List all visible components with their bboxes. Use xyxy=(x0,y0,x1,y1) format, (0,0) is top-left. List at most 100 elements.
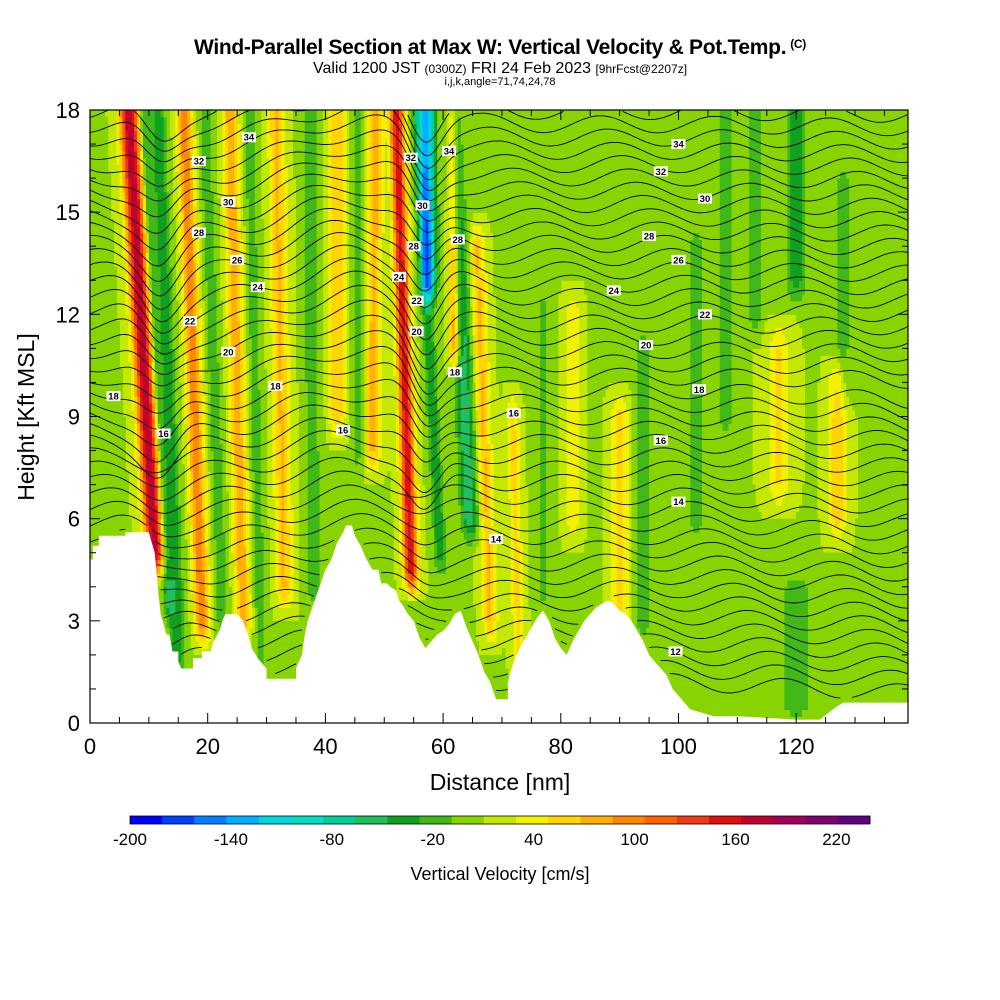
velocity-cell xyxy=(784,702,809,710)
velocity-cell xyxy=(787,239,791,247)
velocity-cell xyxy=(245,287,250,295)
velocity-cell xyxy=(231,430,235,438)
velocity-cell xyxy=(366,375,371,383)
velocity-cell xyxy=(457,253,462,261)
velocity-cell xyxy=(251,348,259,356)
velocity-cell xyxy=(393,341,397,349)
velocity-cell xyxy=(631,607,638,615)
velocity-cell xyxy=(90,436,126,445)
velocity-cell xyxy=(172,341,179,349)
velocity-cell xyxy=(216,273,220,281)
velocity-cell xyxy=(760,300,838,309)
velocity-cell xyxy=(187,382,191,390)
velocity-cell xyxy=(546,362,559,370)
velocity-cell xyxy=(184,232,194,240)
velocity-cell xyxy=(354,246,362,254)
velocity-cell xyxy=(201,280,209,288)
velocity-cell xyxy=(622,518,630,527)
title-text: Wind-Parallel Section at Max W: Vertical… xyxy=(194,36,787,59)
velocity-cell xyxy=(437,300,444,309)
velocity-cell xyxy=(610,586,618,595)
velocity-cell xyxy=(416,498,421,506)
velocity-cell xyxy=(148,253,159,261)
velocity-cell xyxy=(369,457,376,465)
velocity-cell xyxy=(760,219,788,227)
velocity-cell xyxy=(331,321,344,329)
velocity-cell xyxy=(413,518,418,527)
velocity-cell xyxy=(331,219,344,227)
velocity-cell xyxy=(143,477,147,486)
velocity-cell xyxy=(463,518,468,527)
velocity-cell xyxy=(472,484,476,492)
velocity-cell xyxy=(769,382,777,390)
velocity-cell xyxy=(193,280,197,288)
velocity-cell xyxy=(187,273,194,281)
velocity-cell xyxy=(828,464,833,472)
velocity-cell xyxy=(128,232,132,240)
velocity-cell xyxy=(431,464,441,472)
velocity-cell xyxy=(207,314,218,322)
velocity-cell xyxy=(396,382,400,390)
velocity-cell xyxy=(808,661,908,670)
velocity-cell xyxy=(90,382,123,390)
velocity-cell xyxy=(195,273,200,281)
velocity-cell xyxy=(407,321,412,329)
velocity-cell xyxy=(272,362,276,370)
velocity-cell xyxy=(375,396,379,404)
velocity-cell xyxy=(181,198,185,206)
velocity-cell xyxy=(90,409,123,418)
velocity-cell xyxy=(154,348,162,356)
velocity-cell xyxy=(472,382,476,390)
velocity-cell xyxy=(481,457,485,465)
velocity-cell xyxy=(298,436,309,445)
velocity-cell xyxy=(125,232,129,240)
velocity-cell xyxy=(802,334,838,343)
velocity-cell xyxy=(175,600,182,608)
velocity-cell xyxy=(201,239,206,247)
velocity-cell xyxy=(587,484,603,492)
velocity-cell xyxy=(375,389,379,397)
velocity-cell xyxy=(316,314,324,322)
velocity-cell xyxy=(251,464,262,472)
velocity-cell xyxy=(802,266,806,275)
velocity-cell xyxy=(702,259,721,268)
velocity-cell xyxy=(178,225,182,234)
velocity-cell xyxy=(296,239,306,247)
velocity-cell xyxy=(516,511,521,520)
velocity-cell xyxy=(769,368,777,377)
velocity-cell xyxy=(343,341,347,349)
velocity-cell xyxy=(401,430,406,438)
velocity-cell xyxy=(434,287,438,295)
velocity-cell xyxy=(148,525,153,533)
velocity-cell xyxy=(784,614,809,622)
velocity-cell xyxy=(460,396,471,404)
velocity-cell xyxy=(640,334,647,343)
velocity-cell xyxy=(425,300,432,309)
velocity-cell xyxy=(546,539,562,547)
velocity-cell xyxy=(413,205,418,213)
velocity-cell xyxy=(254,600,265,608)
velocity-cell xyxy=(760,205,788,213)
velocity-cell xyxy=(472,239,482,247)
velocity-cell xyxy=(484,593,488,601)
velocity-cell xyxy=(137,471,141,479)
velocity-cell xyxy=(375,300,379,309)
velocity-cell xyxy=(272,259,279,268)
velocity-cell xyxy=(760,314,768,322)
velocity-cell xyxy=(528,518,541,527)
velocity-cell xyxy=(519,607,524,615)
velocity-cell xyxy=(137,402,141,411)
velocity-cell xyxy=(454,198,459,206)
velocity-cell xyxy=(331,396,344,404)
velocity-cell xyxy=(145,436,153,445)
velocity-cell xyxy=(213,232,221,240)
velocity-cell xyxy=(475,273,485,281)
velocity-cell xyxy=(148,382,153,390)
velocity-cell xyxy=(546,436,559,445)
velocity-cell xyxy=(278,293,282,302)
velocity-cell xyxy=(228,232,238,240)
velocity-cell xyxy=(449,307,456,315)
velocity-cell xyxy=(228,293,232,302)
velocity-cell xyxy=(131,307,135,315)
velocity-cell xyxy=(278,539,282,547)
